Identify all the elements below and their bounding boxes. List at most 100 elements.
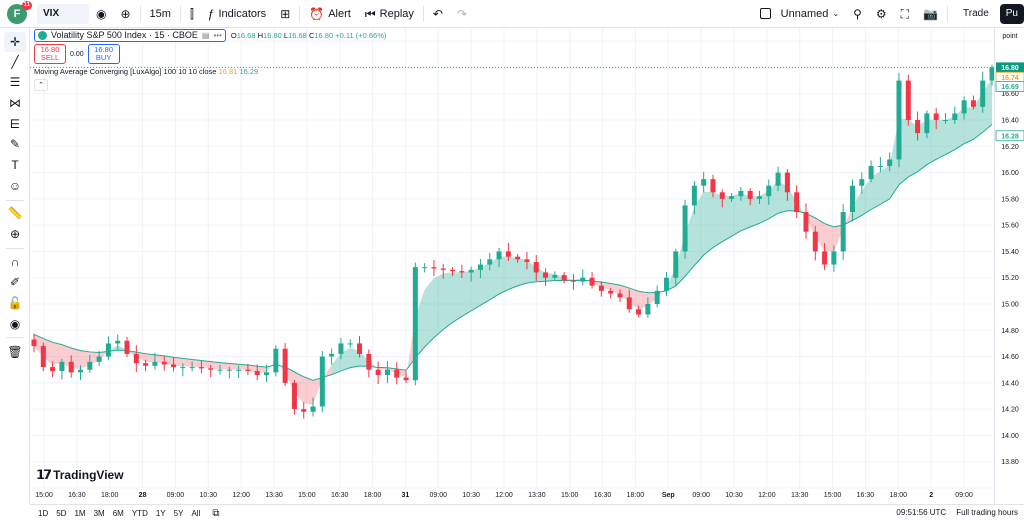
candle-body xyxy=(412,267,418,381)
lock-icon[interactable]: 🔓 xyxy=(7,296,23,310)
redo-icon: ↷ xyxy=(456,6,468,21)
candle-body xyxy=(784,172,790,193)
ma-ribbon-segment xyxy=(452,272,462,323)
price-chart[interactable]: 15:00 16:30 18:00 28 09:00 10:30 12:00 13:30 15:… xyxy=(30,28,994,504)
redo-button[interactable]: ↷ xyxy=(450,0,474,28)
candle-body xyxy=(375,369,381,375)
candle-body xyxy=(915,120,921,134)
price-axis-label: 13.80 xyxy=(1001,459,1019,466)
indicator-legend[interactable]: Moving Average Converging [LuxAlgo] 100 … xyxy=(34,67,386,76)
range-1y[interactable]: 1Y xyxy=(155,509,166,518)
replay-button[interactable]: ⏮ Replay xyxy=(358,0,421,28)
candle-body xyxy=(329,353,335,357)
brush-icon[interactable]: ✎ xyxy=(9,137,21,151)
emoji-icon[interactable]: ☺ xyxy=(8,179,22,193)
time-axis-label: 18:00 xyxy=(101,492,119,499)
publish-button[interactable]: Pu xyxy=(999,3,1024,24)
close-value: 16.80 xyxy=(314,30,334,40)
range-1m[interactable]: 1M xyxy=(74,509,86,518)
range-6m[interactable]: 6M xyxy=(112,509,124,518)
fib-icon[interactable]: ⋿ xyxy=(9,117,21,131)
interval-button[interactable]: 15m xyxy=(143,0,178,28)
range-3m[interactable]: 3M xyxy=(93,509,105,518)
candle-body xyxy=(831,251,837,265)
compare-button[interactable]: ◉ xyxy=(89,0,113,28)
snapshot-button[interactable]: 📷 xyxy=(916,0,945,28)
session-label[interactable]: Full trading hours xyxy=(956,508,1018,517)
range-1d[interactable]: 1D xyxy=(38,509,49,518)
candle-body xyxy=(552,275,558,278)
ruler-icon[interactable]: 📏 xyxy=(7,206,23,220)
candle-body xyxy=(189,367,195,369)
tradingview-logo[interactable]: 𝟭𝟳 TradingView xyxy=(36,467,124,483)
buy-button[interactable]: 16.80 BUY xyxy=(87,44,120,64)
eye-icon[interactable]: ▤ xyxy=(201,30,210,40)
range-selector: 1D 5D 1M 3M 6M YTD 1Y 5Y All xyxy=(34,509,204,518)
trend-line-icon[interactable]: ╱ xyxy=(11,55,19,69)
collapse-legend-button[interactable]: ⌃ xyxy=(34,79,48,91)
ma-ribbon-segment xyxy=(517,258,527,286)
ma-ribbon-segment xyxy=(861,177,872,216)
candle-body xyxy=(626,297,632,310)
text-icon[interactable]: T xyxy=(11,158,19,172)
last-price-tag: 16.80 xyxy=(1001,65,1019,72)
divider xyxy=(299,5,301,22)
ma-ribbon-segment xyxy=(740,193,751,231)
ma-ribbon-segment xyxy=(443,272,453,330)
magnet-icon[interactable]: ∩ xyxy=(10,255,20,269)
layout-icon xyxy=(759,8,771,19)
grid-icon: ⊞ xyxy=(280,6,291,21)
ma-ribbon-segment xyxy=(294,371,304,404)
range-all[interactable]: All xyxy=(191,509,201,518)
quick-search-button[interactable]: ⚲ xyxy=(846,0,869,28)
candle-body xyxy=(291,382,297,410)
range-ytd[interactable]: YTD xyxy=(131,509,148,518)
layout-button[interactable]: Unnamed ⌄ xyxy=(753,0,846,28)
interval-label: 15m xyxy=(149,7,171,20)
utc-clock[interactable]: 09:51:56 UTC xyxy=(896,508,947,517)
zoom-in-icon[interactable]: ⊕ xyxy=(9,227,21,241)
chart-type-button[interactable]: ⫿ xyxy=(183,0,201,28)
undo-button[interactable]: ↶ xyxy=(426,0,450,28)
time-axis-label: 10:30 xyxy=(725,492,743,499)
more-icon[interactable]: ••• xyxy=(213,30,222,40)
price-axis[interactable]: point 16.80 16.60 16.40 16.20 16.00 15.80 15.60… xyxy=(994,28,1024,504)
calendar-icon[interactable]: ⧉ xyxy=(212,508,220,519)
templates-button[interactable]: ⊞ xyxy=(273,0,297,28)
pattern-icon[interactable]: ⋈ xyxy=(9,96,21,110)
spread-value: 0.00 xyxy=(70,50,84,58)
candle-body xyxy=(840,212,846,252)
divider xyxy=(139,5,141,22)
settings-button[interactable]: ⚙ xyxy=(869,0,894,28)
stay-drawing-icon[interactable]: ✐ xyxy=(9,275,21,289)
ma-ribbon-segment xyxy=(210,361,221,370)
candle-body xyxy=(254,371,260,375)
symbol-title-pill[interactable]: Volatility S&P 500 Index · 15 · CBOE ▤ •… xyxy=(34,28,226,42)
time-axis-label: 18:00 xyxy=(890,492,908,499)
price-axis-label: 15.20 xyxy=(1001,275,1019,282)
alert-button[interactable]: ⏰ Alert xyxy=(302,0,358,28)
range-5d[interactable]: 5D xyxy=(56,509,67,518)
horizontal-lines-icon[interactable]: ☰ xyxy=(9,75,21,89)
ma-ribbon-segment xyxy=(89,351,100,366)
ma-ribbon-segment xyxy=(852,191,862,221)
time-axis-label: 13:30 xyxy=(265,492,283,499)
chart-pane[interactable]: 15:00 16:30 18:00 28 09:00 10:30 12:00 13:30 15:… xyxy=(30,28,994,504)
candle-body xyxy=(87,361,93,370)
trade-button[interactable]: Trade xyxy=(956,0,996,28)
crosshair-icon[interactable]: ✛ xyxy=(4,32,26,52)
fullscreen-button[interactable]: ⛶ xyxy=(894,0,916,28)
sell-button[interactable]: 16.80 SELL xyxy=(34,44,66,64)
visibility-icon[interactable]: ◉ xyxy=(9,317,21,331)
symbol-search[interactable]: VIX xyxy=(37,3,89,24)
alarm-icon: ⏰ xyxy=(309,6,325,21)
user-avatar[interactable]: F 11 xyxy=(7,0,32,24)
range-5y[interactable]: 5Y xyxy=(173,509,184,518)
price-axis-labels: point 16.80 16.60 16.40 16.20 16.00 15.80 15.60… xyxy=(995,33,1024,466)
trash-icon[interactable]: 🗑 xyxy=(7,345,23,359)
time-axis-label: 16:30 xyxy=(594,492,612,499)
candle-body xyxy=(208,368,214,370)
indicators-button[interactable]: ƒ Indicators xyxy=(201,0,273,28)
add-symbol-button[interactable]: ⊕ xyxy=(113,0,137,28)
candle-body xyxy=(942,120,948,121)
